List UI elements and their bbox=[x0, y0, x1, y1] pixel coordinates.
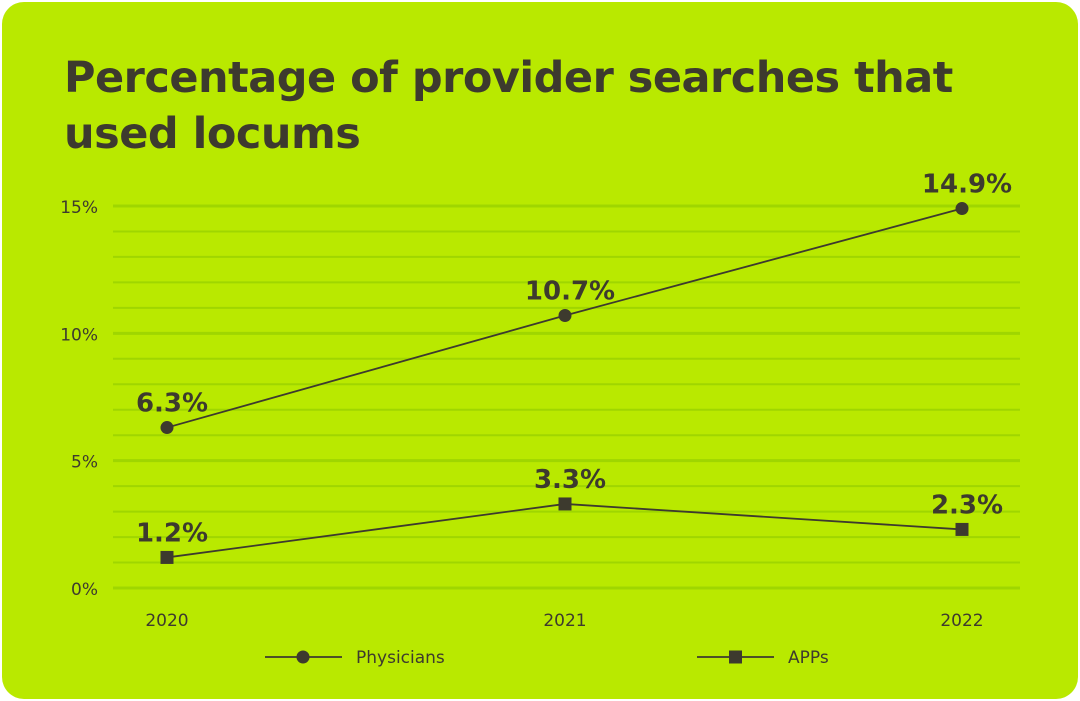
data-point-marker bbox=[955, 522, 969, 536]
data-label: 6.3% bbox=[136, 389, 208, 419]
y-tick-label: 0% bbox=[71, 580, 98, 600]
data-point-marker bbox=[955, 202, 969, 216]
x-tick-label: 2022 bbox=[940, 611, 983, 631]
legend-label: Physicians bbox=[356, 648, 445, 668]
legend-label: APPs bbox=[788, 648, 829, 668]
y-tick-label: 10% bbox=[60, 325, 98, 345]
x-tick-label: 2020 bbox=[145, 611, 188, 631]
data-label: 14.9% bbox=[922, 170, 1012, 200]
y-tick-label: 15% bbox=[60, 198, 98, 218]
data-point-marker bbox=[160, 550, 174, 564]
legend-circle-icon bbox=[296, 650, 310, 664]
data-label: 3.3% bbox=[534, 465, 606, 495]
x-tick-label: 2021 bbox=[543, 611, 586, 631]
data-point-marker bbox=[558, 309, 572, 323]
data-point-marker bbox=[558, 497, 572, 511]
data-point-marker bbox=[160, 421, 174, 435]
chart-title: Percentage of provider searches that use… bbox=[64, 53, 953, 159]
legend-square-icon bbox=[729, 650, 742, 664]
y-tick-label: 5% bbox=[71, 453, 98, 473]
data-label: 2.3% bbox=[931, 490, 1003, 520]
data-label: 10.7% bbox=[525, 277, 615, 307]
data-label: 1.2% bbox=[136, 518, 208, 548]
